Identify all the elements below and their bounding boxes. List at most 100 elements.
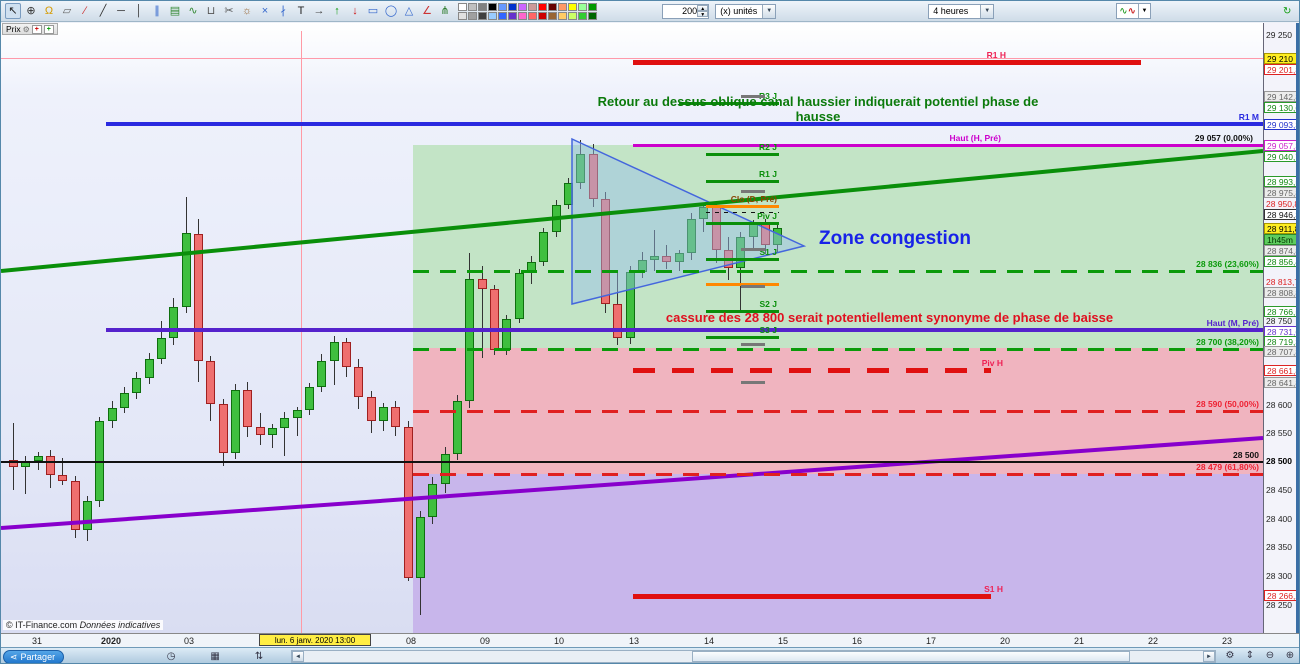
- annotation-hausse[interactable]: Retour au dessus oblique canal haussier …: [597, 94, 1039, 124]
- chevron-down-icon[interactable]: ▼: [1138, 4, 1150, 18]
- color-swatch[interactable]: [498, 11, 507, 20]
- color-swatch[interactable]: [458, 2, 467, 11]
- rectangle-tool-icon[interactable]: ▭: [367, 5, 379, 17]
- timeframe-select[interactable]: 4 heures ▼: [928, 3, 995, 19]
- color-swatch[interactable]: [578, 11, 587, 20]
- arrow-up-tool-icon[interactable]: ↑: [334, 5, 340, 17]
- time-axis[interactable]: lun. 6 janv. 2020 13:00 31 2020 03 08 09 10 13…: [1, 633, 1299, 647]
- color-swatch[interactable]: [508, 2, 517, 11]
- color-swatch[interactable]: [488, 11, 497, 20]
- s2-jour: [706, 310, 779, 313]
- color-swatch[interactable]: [558, 2, 567, 11]
- price-axis[interactable]: 29 250 29 210 29 201,8 29 142,8 29 130,6 29 0…: [1263, 23, 1299, 633]
- refresh-icon[interactable]: ↻: [1283, 5, 1292, 17]
- pivot-hebdo[interactable]: [633, 368, 991, 373]
- color-swatch[interactable]: [488, 2, 497, 11]
- share-button[interactable]: ⋖ Partager: [3, 649, 65, 663]
- tab-prix[interactable]: Prix ⚙ + +: [2, 23, 58, 35]
- color-swatch[interactable]: [548, 2, 557, 11]
- horizontal-scrollbar[interactable]: ◄ ►: [291, 650, 1216, 663]
- axis-tag: 28 808,8: [1264, 287, 1299, 298]
- ruler-tool-icon[interactable]: ▱: [62, 5, 72, 17]
- color-swatch[interactable]: [528, 2, 537, 11]
- arrow-right-tool-icon[interactable]: →: [313, 5, 325, 17]
- annotation-baisse[interactable]: cassure des 28 800 serait potentiellemen…: [665, 310, 1114, 325]
- minor-level-tick: [741, 381, 765, 384]
- zoom-fit-icon[interactable]: ⇕: [1245, 650, 1255, 661]
- color-swatch[interactable]: [568, 2, 577, 11]
- units-select[interactable]: (x) unités ▼: [715, 3, 777, 19]
- fib-23-60[interactable]: [413, 270, 1263, 273]
- units-input[interactable]: [663, 4, 698, 18]
- fibonacci-tool-icon[interactable]: ▤: [169, 5, 181, 17]
- color-swatch[interactable]: [548, 11, 557, 20]
- fib-38-20[interactable]: [413, 348, 1263, 351]
- chart-type-button[interactable]: ∿∿ ▼: [1116, 3, 1151, 19]
- color-swatch[interactable]: [538, 2, 547, 11]
- scrollbar-thumb[interactable]: [692, 651, 1130, 662]
- channel-tool-icon[interactable]: ∠: [422, 5, 432, 17]
- color-swatch[interactable]: [568, 11, 577, 20]
- add-indicator-down-icon[interactable]: +: [31, 24, 42, 34]
- color-swatch[interactable]: [468, 2, 477, 11]
- niveau-28500[interactable]: [1, 461, 1263, 463]
- ellipse-tool-icon[interactable]: ◯: [384, 5, 398, 17]
- units-spinner[interactable]: ▲ ▼: [662, 3, 710, 19]
- text-tool-icon[interactable]: T: [297, 5, 305, 17]
- horizontal-line-tool-icon[interactable]: ─: [117, 5, 125, 17]
- color-swatch[interactable]: [518, 11, 527, 20]
- color-swatch[interactable]: [458, 11, 467, 20]
- wrench-icon[interactable]: ⚙: [1225, 650, 1235, 661]
- trash-tool-icon[interactable]: ⊔: [206, 5, 216, 17]
- color-swatch[interactable]: [538, 11, 547, 20]
- chevron-down-icon[interactable]: ▼: [762, 4, 776, 18]
- color-swatch[interactable]: [508, 11, 517, 20]
- zoom-in-icon[interactable]: ⊕: [1285, 650, 1295, 661]
- color-swatch[interactable]: [558, 11, 567, 20]
- color-swatch[interactable]: [528, 11, 537, 20]
- r1-hebdo[interactable]: [633, 60, 1141, 65]
- color-swatch[interactable]: [498, 2, 507, 11]
- wrench-icon[interactable]: ⚙: [22, 24, 30, 34]
- spinner-up-icon[interactable]: ▲: [697, 5, 709, 12]
- zigzag-tool-icon[interactable]: ∿: [188, 5, 198, 17]
- spray-tool-icon[interactable]: ☼: [241, 5, 253, 17]
- hide-drawing-tool-icon[interactable]: ∤: [280, 5, 286, 17]
- intraday-clock-icon[interactable]: ◷: [166, 650, 176, 662]
- triangle-tool-icon[interactable]: △: [404, 5, 414, 17]
- fib-61-80[interactable]: [413, 473, 1263, 476]
- s1-hebdo[interactable]: [633, 594, 991, 599]
- parallel-lines-tool-icon[interactable]: ∥: [154, 5, 160, 17]
- color-swatch[interactable]: [588, 2, 597, 11]
- fib-50-00[interactable]: [413, 410, 1263, 413]
- compare-icon[interactable]: ⇅: [254, 650, 264, 662]
- color-swatch[interactable]: [578, 2, 587, 11]
- candlestick-chart[interactable]: R1 H R3 J R1 M Haut (H, Pré) 29 057 (0,00%) R…: [1, 23, 1263, 633]
- units-spinner-buttons[interactable]: ▲ ▼: [697, 5, 709, 18]
- scroll-left-icon[interactable]: ◄: [292, 651, 304, 662]
- color-swatch[interactable]: [478, 11, 487, 20]
- chart-settings-icon[interactable]: ▦: [210, 650, 220, 662]
- chevron-down-icon[interactable]: ▼: [980, 4, 994, 18]
- segment-tool-icon[interactable]: ∕: [84, 5, 86, 17]
- color-swatch[interactable]: [468, 11, 477, 20]
- arrow-down-tool-icon[interactable]: ↓: [352, 5, 358, 17]
- cursor-tool-icon[interactable]: ↖: [5, 3, 21, 19]
- color-swatch[interactable]: [588, 11, 597, 20]
- candle: [453, 401, 462, 454]
- scroll-right-icon[interactable]: ►: [1203, 651, 1215, 662]
- add-indicator-up-icon[interactable]: +: [43, 24, 54, 34]
- spinner-down-icon[interactable]: ▼: [697, 11, 709, 18]
- alarm-tool-icon[interactable]: Ω: [44, 5, 54, 17]
- zoom-out-icon[interactable]: ⊖: [1265, 650, 1275, 661]
- color-swatch[interactable]: [478, 2, 487, 11]
- vertical-line-tool-icon[interactable]: │: [135, 5, 143, 17]
- eraser-tool-icon[interactable]: ✂: [224, 5, 234, 17]
- alarm-29210[interactable]: [1, 58, 1263, 59]
- delete-drawing-tool-icon[interactable]: ×: [261, 5, 269, 17]
- trendline-tool-icon[interactable]: ╱: [99, 5, 107, 17]
- annotation-zone-congestion[interactable]: Zone congestion: [819, 228, 971, 249]
- pitchfork-tool-icon[interactable]: ⋔: [440, 5, 450, 17]
- color-swatch[interactable]: [518, 2, 527, 11]
- zoom-tool-icon[interactable]: ⊕: [26, 5, 36, 17]
